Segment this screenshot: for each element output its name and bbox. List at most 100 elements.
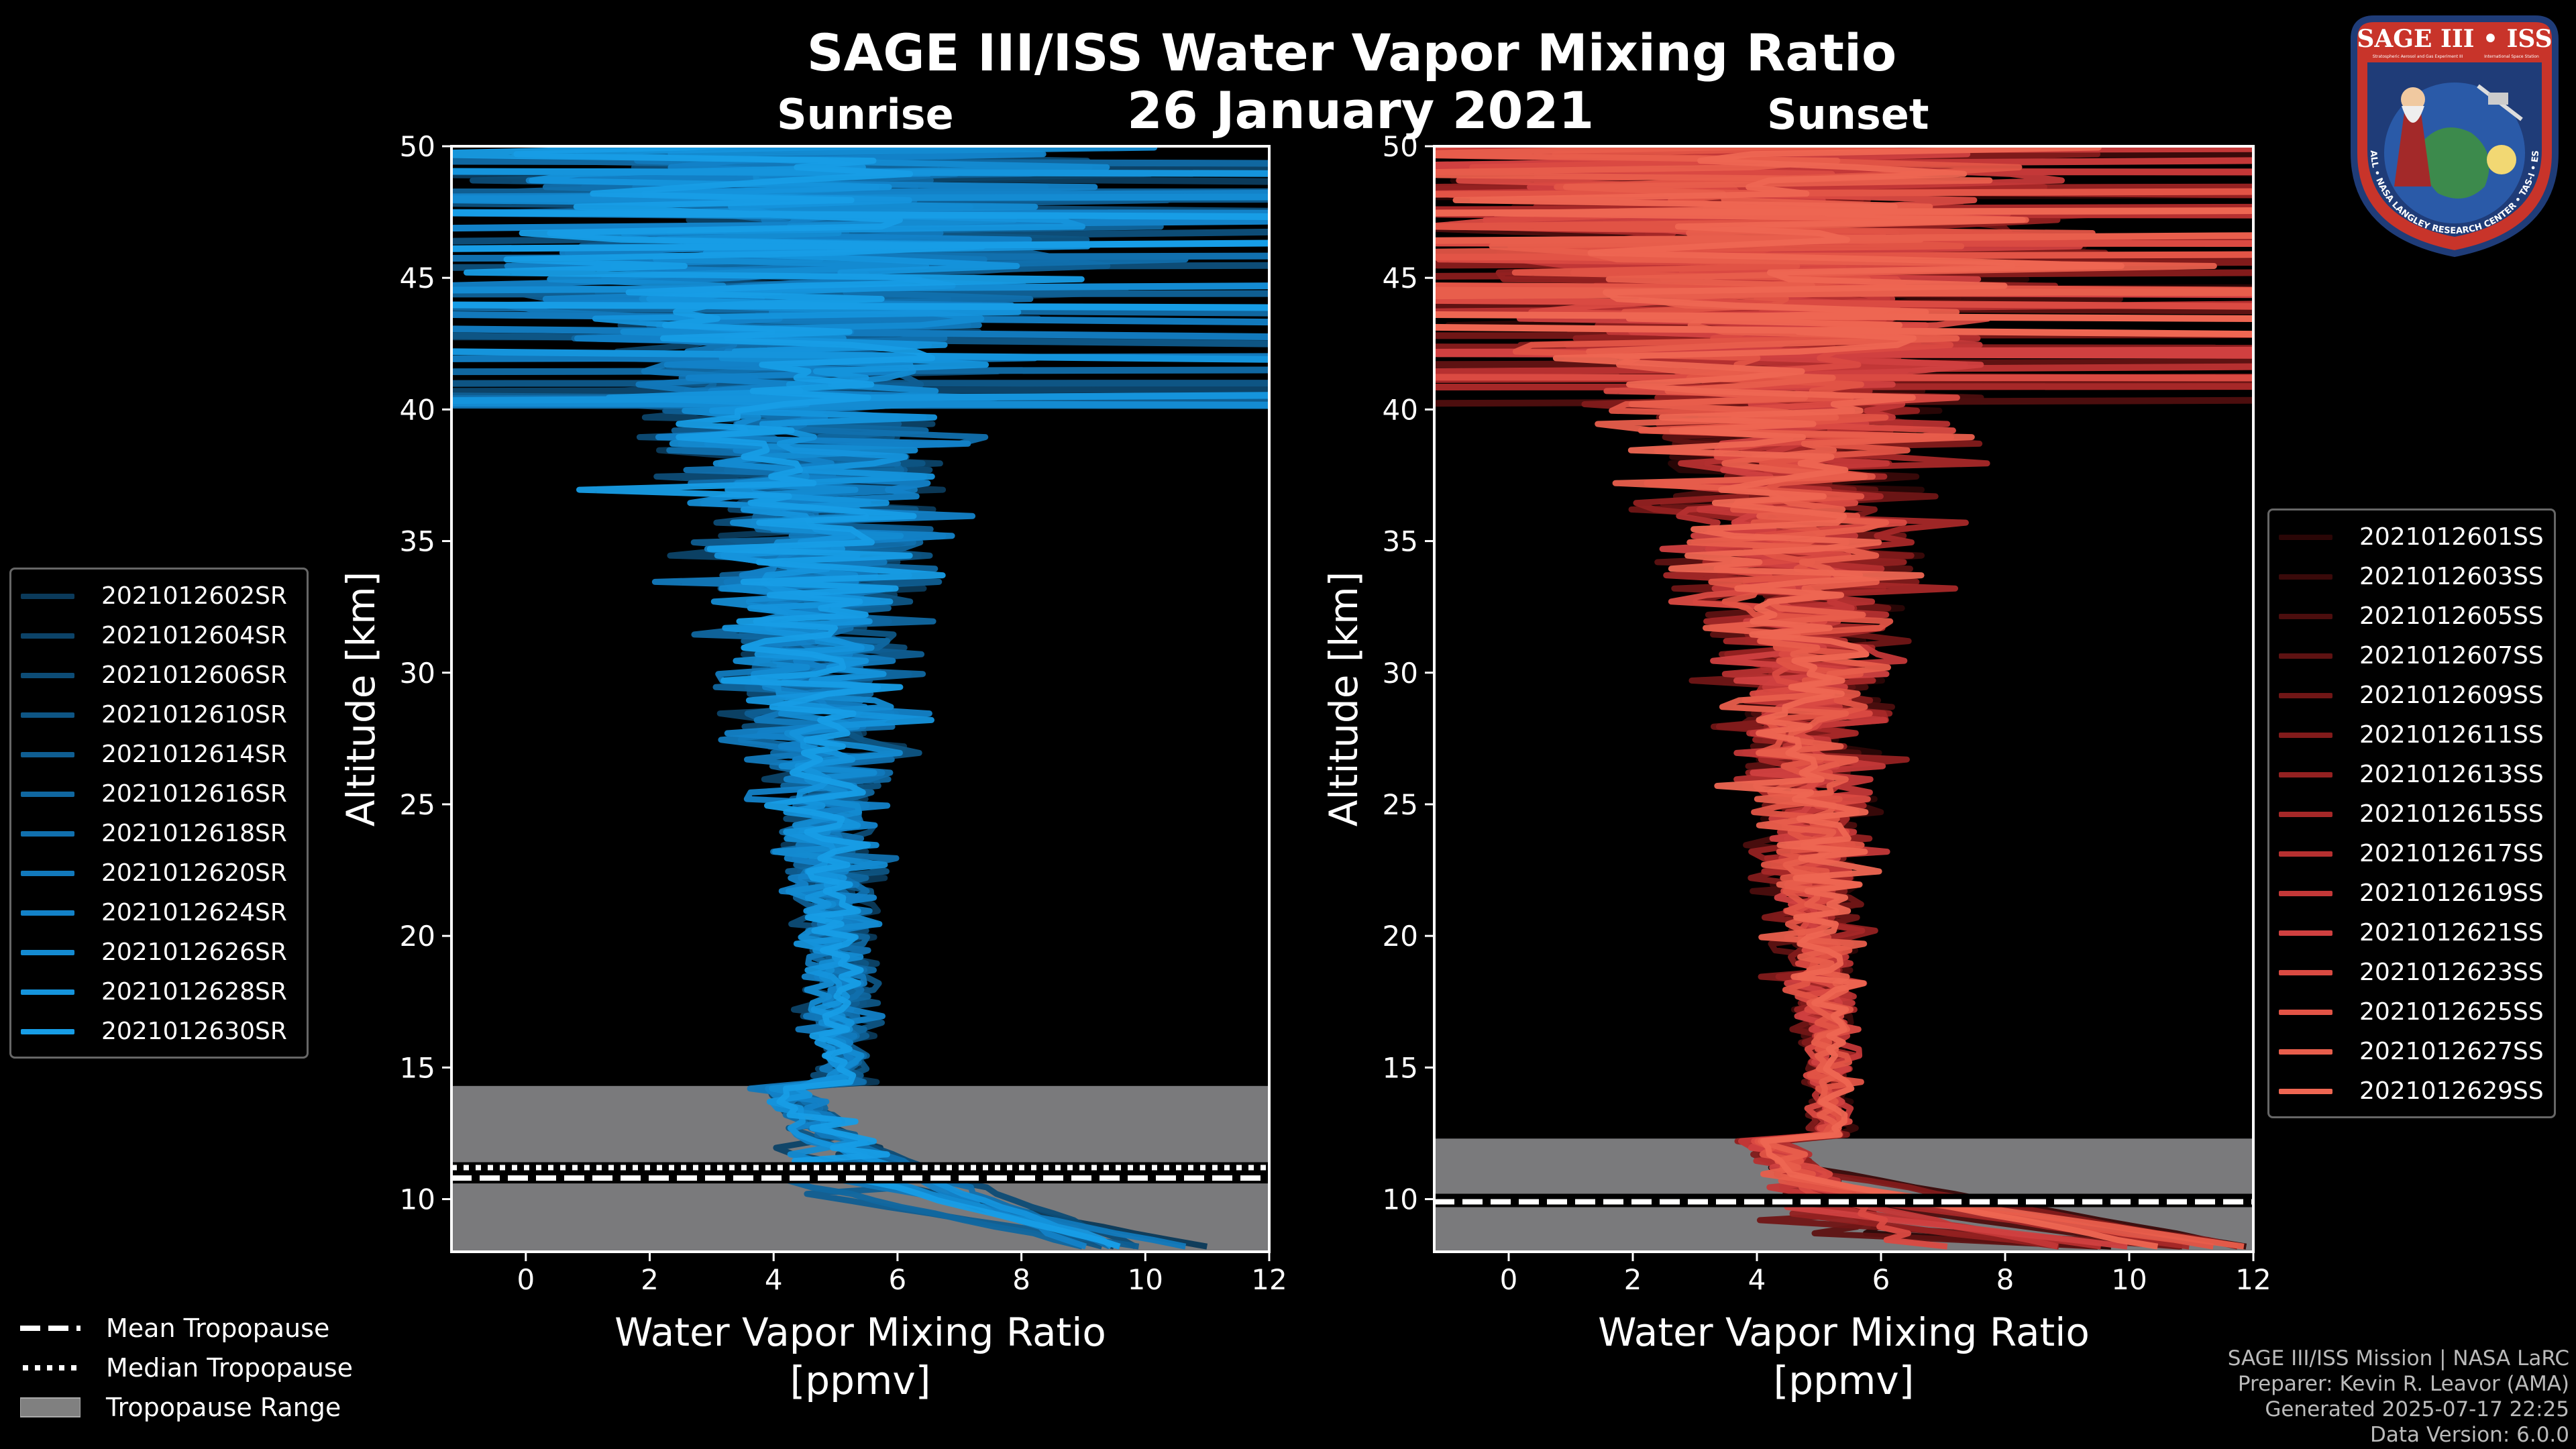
legend-label: 2021012603SS — [2359, 563, 2544, 590]
profile-2021012625SS-upper — [1434, 188, 2253, 198]
sunrise-legend-item-2021012624SR: 2021012624SR — [21, 893, 297, 932]
tropopause-legend: Mean Tropopause Median Tropopause Tropop… — [20, 1308, 353, 1427]
legend-label: 2021012617SS — [2359, 840, 2544, 867]
sunrise-xlabel-unit: [ppmv] — [790, 1358, 931, 1403]
legend-label: 2021012607SS — [2359, 642, 2544, 669]
profile-2021012629SS-upper — [1434, 311, 2253, 322]
legend-label: 2021012609SS — [2359, 682, 2544, 709]
sunset-legend-item-2021012625SS: 2021012625SS — [2279, 992, 2544, 1032]
profile-2021012630SR — [451, 146, 1121, 1250]
legend-swatch — [2279, 692, 2332, 698]
x-tick-label-8: 8 — [1012, 1263, 1030, 1296]
legend-label: 2021012605SS — [2359, 602, 2544, 630]
y-tick-label-15: 15 — [400, 1051, 435, 1084]
legend-swatch — [21, 870, 74, 876]
legend-label: 2021012618SR — [101, 820, 287, 847]
profile-2021012626SR — [451, 146, 1158, 1250]
legend-swatch — [2279, 613, 2332, 619]
legend-swatch — [21, 593, 74, 599]
y-tick-label-20: 20 — [1383, 920, 1418, 953]
main-title: SAGE III/ISS Water Vapor Mixing Ratio — [806, 23, 1897, 83]
x-tick-label-12: 12 — [2235, 1263, 2271, 1296]
legend-label: 2021012615SS — [2359, 800, 2544, 828]
credits-version: Data Version: 6.0.0 — [2369, 1423, 2569, 1447]
legend-swatch — [2279, 811, 2332, 817]
legend-range-label: Tropopause Range — [106, 1392, 341, 1422]
sunrise-legend-item-2021012604SR: 2021012604SR — [21, 616, 297, 655]
legend-swatch — [2279, 890, 2332, 896]
sunset-ylabel: Altitude [km] — [1321, 572, 1366, 826]
legend-label: 2021012627SS — [2359, 1038, 2544, 1065]
x-tick-label-0: 0 — [517, 1263, 535, 1296]
y-tick-label-35: 35 — [400, 525, 435, 558]
legend-mean-label: Mean Tropopause — [106, 1313, 330, 1343]
sunrise-legend-item-2021012616SR: 2021012616SR — [21, 774, 297, 814]
legend-swatch — [21, 830, 74, 837]
sunrise-legend-item-2021012626SR: 2021012626SR — [21, 932, 297, 972]
legend-swatch — [2279, 1009, 2332, 1015]
profile-2021012630SR-upper — [451, 301, 1269, 311]
legend-label: 2021012602SR — [101, 582, 287, 610]
sunrise-panel-title: Sunrise — [777, 90, 954, 139]
y-tick-label-50: 50 — [1383, 130, 1418, 163]
sunset-plot-area — [1434, 146, 2253, 1252]
legend-swatch — [2279, 534, 2332, 540]
legend-swatch — [21, 1028, 74, 1034]
legend-swatch — [21, 949, 74, 955]
legend-swatch — [2279, 1088, 2332, 1094]
legend-label: 2021012621SS — [2359, 919, 2544, 947]
sunset-panel-title: Sunset — [1767, 90, 1929, 139]
sunset-legend-item-2021012607SS: 2021012607SS — [2279, 636, 2544, 676]
legend-swatch — [21, 633, 74, 639]
profile-2021012620SR-upper — [451, 325, 1269, 341]
dashed-line-icon — [20, 1325, 80, 1331]
legend-median-tropopause: Median Tropopause — [20, 1348, 353, 1387]
sunrise-xlabel: Water Vapor Mixing Ratio — [614, 1309, 1106, 1355]
sunset-xlabel: Water Vapor Mixing Ratio — [1598, 1309, 2090, 1355]
legend-swatch — [21, 910, 74, 916]
x-tick-label-8: 8 — [1996, 1263, 2015, 1296]
legend-swatch — [21, 989, 74, 995]
sunset-legend: 2021012601SS 2021012603SS 2021012605SS 2021… — [2267, 508, 2556, 1118]
credits-generated: Generated 2025-07-17 22:25 — [2265, 1397, 2569, 1421]
sunset-frame — [1433, 145, 2255, 1253]
profile-2021012628SR-upper — [451, 348, 1269, 363]
sunset-legend-item-2021012603SS: 2021012603SS — [2279, 557, 2544, 596]
sunrise-frame — [450, 145, 1271, 1253]
legend-swatch — [2279, 930, 2332, 936]
sage-iii-iss-logo: SAGE III • ISS Stratospheric Aerosol and… — [2344, 12, 2559, 258]
legend-median-label: Median Tropopause — [106, 1352, 353, 1383]
x-tick-label-6: 6 — [1872, 1263, 1890, 1296]
legend-label: 2021012601SS — [2359, 523, 2544, 551]
x-tick-label-12: 12 — [1251, 1263, 1287, 1296]
sunset-legend-item-2021012613SS: 2021012613SS — [2279, 755, 2544, 794]
legend-swatch — [21, 672, 74, 678]
x-tick-label-0: 0 — [1500, 1263, 1518, 1296]
sunrise-ylabel: Altitude [km] — [338, 572, 384, 826]
profile-2021012623SS-upper — [1434, 297, 2253, 310]
sunset-xlabel-unit: [ppmv] — [1774, 1358, 1915, 1403]
credits-mission: SAGE III/ISS Mission | NASA LaRC — [2227, 1346, 2569, 1371]
profile-2021012626SR-upper — [451, 400, 1269, 409]
legend-swatch — [2279, 851, 2332, 857]
legend-label: 2021012613SS — [2359, 761, 2544, 788]
y-tick-label-30: 30 — [1383, 657, 1418, 690]
logo-side-text: International Space Station — [2484, 54, 2539, 59]
y-tick-label-10: 10 — [400, 1183, 435, 1216]
x-tick-label-10: 10 — [2111, 1263, 2147, 1296]
legend-swatch — [21, 751, 74, 757]
credits-preparer: Preparer: Kevin R. Leavor (AMA) — [2237, 1372, 2569, 1396]
legend-swatch — [2279, 653, 2332, 659]
sunset-legend-item-2021012629SS: 2021012629SS — [2279, 1071, 2544, 1111]
profile-2021012630SR-upper — [451, 239, 1269, 252]
legend-tropopause-range: Tropopause Range — [20, 1387, 353, 1427]
legend-label: 2021012628SR — [101, 978, 287, 1006]
legend-label: 2021012619SS — [2359, 879, 2544, 907]
logo-text: SAGE III • ISS — [2357, 25, 2552, 53]
profile-2021012630SR-upper — [451, 209, 1269, 220]
y-tick-label-35: 35 — [1383, 525, 1418, 558]
sunset-legend-item-2021012621SS: 2021012621SS — [2279, 913, 2544, 953]
sunrise-legend-item-2021012628SR: 2021012628SR — [21, 972, 297, 1012]
sunset-legend-item-2021012605SS: 2021012605SS — [2279, 596, 2544, 636]
sunrise-legend-item-2021012618SR: 2021012618SR — [21, 814, 297, 853]
